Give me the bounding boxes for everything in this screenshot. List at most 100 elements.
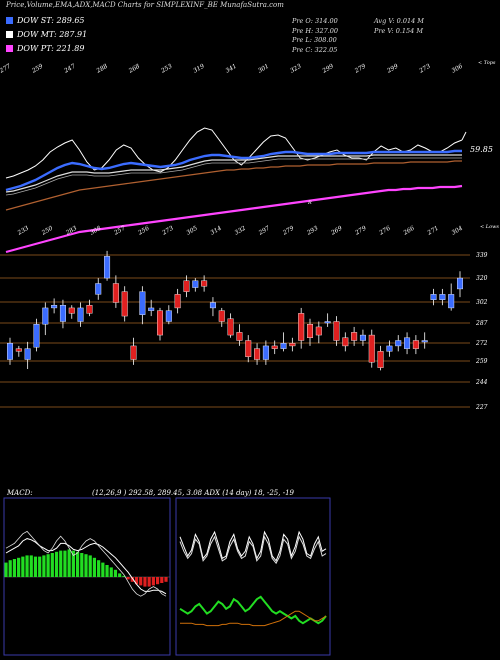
legend-label: DOW PT: 221.89 <box>17 44 85 53</box>
candle-body <box>130 345 137 360</box>
candle-body <box>377 351 384 368</box>
macd-histogram-bar <box>46 554 50 577</box>
last-value-label: 59.85 <box>470 145 493 154</box>
y-tick-label: 227 <box>475 404 488 411</box>
candle-body <box>51 305 58 309</box>
series-ema-mid-b <box>5 157 462 196</box>
top-label: 319 <box>192 63 206 75</box>
ma-marker: R <box>307 200 312 206</box>
macd-histogram-bar <box>122 575 126 577</box>
macd-histogram-bar <box>71 550 75 577</box>
bottom-label: 266 <box>401 225 415 237</box>
candle-body <box>218 310 225 322</box>
top-label: 277 <box>0 63 12 75</box>
top-label: 247 <box>62 63 76 75</box>
candle-body <box>342 337 349 347</box>
candle-body <box>254 348 261 360</box>
macd-signal-line <box>5 538 167 595</box>
macd-histogram-bar <box>54 551 59 577</box>
macd-histogram-bar <box>42 555 46 577</box>
candle-body <box>112 283 119 303</box>
bottom-label: 297 <box>257 225 271 237</box>
candle-body <box>104 256 111 279</box>
macd-histogram-bar <box>113 569 118 577</box>
macd-histogram-bar <box>118 573 122 577</box>
stat-close: Pre C: 322.05 <box>292 45 338 54</box>
macd-histogram-bar <box>80 553 84 577</box>
top-label: 341 <box>225 63 238 75</box>
macd-histogram-bar <box>59 550 63 577</box>
candle-body <box>324 321 331 324</box>
macd-histogram-bar <box>143 577 147 587</box>
bottom-label: 305 <box>185 225 199 237</box>
series-ema-mid <box>5 154 462 193</box>
macd-histogram-bar <box>109 567 113 577</box>
candle-body <box>15 348 22 352</box>
macd-histogram-bar <box>38 556 42 577</box>
y-tick-label: 272 <box>475 340 488 347</box>
top-label: 279 <box>353 63 367 75</box>
legend-dow-mt: DOW MT: 287.91 <box>6 30 87 39</box>
top-label: 306 <box>451 63 465 75</box>
macd-histogram-bar <box>88 555 92 577</box>
bottom-label: 273 <box>160 225 174 237</box>
macd-histogram-bar <box>97 560 101 577</box>
top-label: 299 <box>385 63 399 75</box>
y-tick-label: 244 <box>475 379 488 386</box>
y-tick-label: 320 <box>476 275 488 282</box>
candle-body <box>227 318 234 336</box>
candle-body <box>412 340 419 349</box>
adx-series-di- <box>179 535 327 565</box>
macd-histogram-bar <box>130 577 134 582</box>
candle-body <box>174 294 181 309</box>
stat-open: Pre O: 314.00 <box>292 17 338 25</box>
macd-histogram-bar <box>151 577 155 586</box>
adx-series-adx <box>179 595 327 625</box>
candle-body <box>201 280 208 287</box>
macd-histogram-bar <box>134 577 139 585</box>
bottom-label: 332 <box>234 225 248 237</box>
macd-histogram-bar <box>147 577 151 587</box>
macd-histogram-bar <box>75 551 80 577</box>
candle-body <box>209 302 216 309</box>
macd-histogram-bar <box>8 560 12 577</box>
candle-body <box>33 324 40 348</box>
candle-body <box>6 343 13 360</box>
adx-series-adx-2 <box>180 610 327 627</box>
y-tick-label: 287 <box>475 320 488 327</box>
bottom-label: 304 <box>451 225 465 237</box>
bottom-label: 314 <box>209 225 223 237</box>
candle-body <box>315 326 322 336</box>
series-ema-fast <box>5 149 462 192</box>
adx-frame <box>175 497 331 656</box>
y-tick-label: 302 <box>476 299 488 306</box>
candle-body <box>271 345 278 349</box>
bottom-label: 233 <box>16 225 30 237</box>
legend-swatch <box>6 45 13 52</box>
macd-histogram-bar <box>50 553 54 577</box>
candle-body <box>77 307 84 322</box>
candle-body <box>165 310 172 322</box>
candle-body <box>333 321 340 341</box>
macd-histogram-bar <box>101 562 105 577</box>
candle-body <box>289 343 296 347</box>
top-label: 323 <box>289 63 303 75</box>
macd-histogram-bar <box>164 577 168 582</box>
ohlc-stats: Pre O: 314.00 Pre H: 327.00 Pre L: 308.0… <box>292 17 338 55</box>
stat-prev-volume: Pre V: 0.154 M <box>374 26 424 35</box>
bottom-label: 293 <box>305 225 319 237</box>
candle-body <box>245 340 252 357</box>
candle-body <box>368 334 375 363</box>
candle-body <box>148 307 155 311</box>
macd-params: (12,26,9 ) 292.58, 289.45, 3.08 ADX (14 … <box>92 489 294 497</box>
candle-body <box>139 291 146 315</box>
bottom-label: 271 <box>426 225 440 237</box>
candle-body <box>386 345 393 352</box>
candle-body <box>395 340 402 347</box>
top-label: 301 <box>257 63 270 75</box>
candle-body <box>421 340 428 343</box>
macd-histogram-bar <box>17 557 21 577</box>
series-ema-long <box>5 184 463 254</box>
macd-histogram-bar <box>105 565 109 577</box>
